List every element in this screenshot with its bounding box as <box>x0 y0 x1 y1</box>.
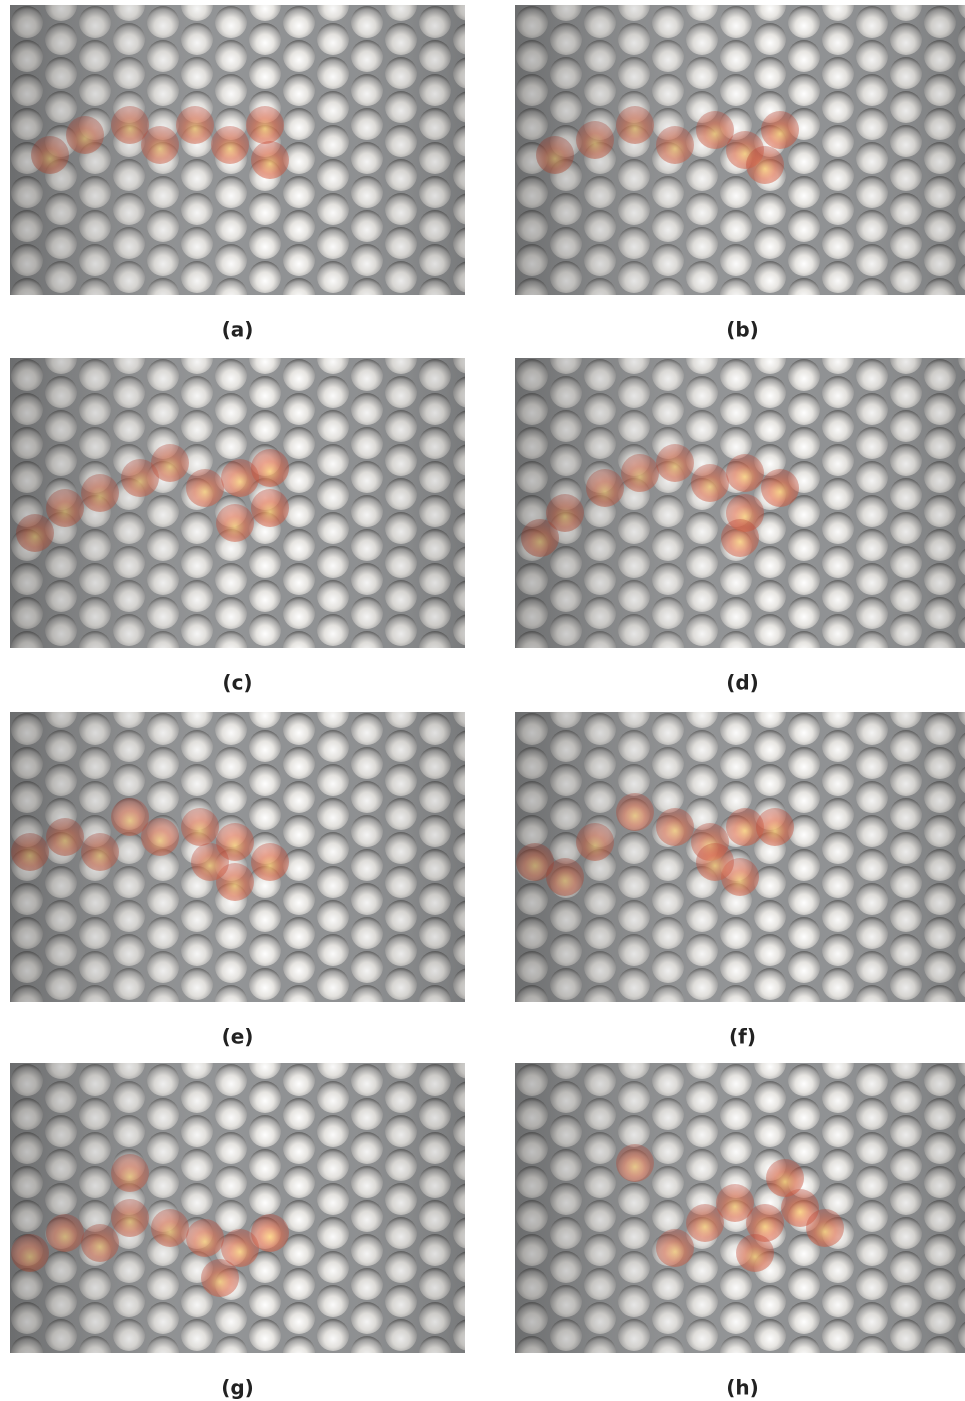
panel-label: (a) <box>222 318 254 342</box>
lighting-shade <box>515 712 965 1002</box>
lighting-shade <box>515 1063 965 1353</box>
lighting-shade <box>515 5 965 295</box>
panel-label: (c) <box>222 671 252 695</box>
panel-label: (g) <box>221 1376 254 1400</box>
photo-panel <box>10 358 465 648</box>
lighting-shade <box>10 1063 465 1353</box>
figure: (a) (b) (c) (d) (e) (f) (g) (h) <box>0 0 965 1401</box>
photo-panel <box>515 1063 965 1353</box>
panel-label: (f) <box>729 1025 756 1049</box>
panel-label: (b) <box>726 318 759 342</box>
panel-label: (h) <box>726 1376 759 1400</box>
lighting-shade <box>515 358 965 648</box>
lighting-shade <box>10 712 465 1002</box>
panel-label: (e) <box>222 1025 254 1049</box>
photo-panel <box>10 5 465 295</box>
photo-panel <box>515 5 965 295</box>
photo-panel <box>10 712 465 1002</box>
panel-label: (d) <box>726 671 759 695</box>
photo-panel <box>515 358 965 648</box>
lighting-shade <box>10 358 465 648</box>
lighting-shade <box>10 5 465 295</box>
photo-panel <box>10 1063 465 1353</box>
photo-panel <box>515 712 965 1002</box>
